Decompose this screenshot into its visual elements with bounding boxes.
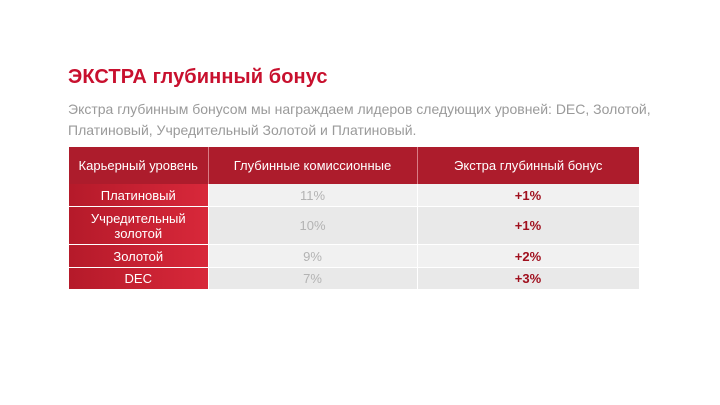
description-text: Экстра глубинным бонусом мы награждаем л…: [68, 101, 651, 138]
level-cell: Учредительный золотой: [69, 206, 209, 245]
table-row: Учредительный золотой 10% +1%: [69, 206, 640, 245]
level-cell: DEC: [69, 267, 209, 290]
table-header-row: Карьерный уровень Глубинные комиссионные…: [69, 147, 639, 184]
depth-commission-cell: 10%: [208, 206, 418, 245]
header-extra-bonus: Экстра глубинный бонус: [417, 147, 639, 184]
header-depth-commission: Глубинные комиссионные: [208, 147, 418, 184]
depth-commission-cell: 9%: [208, 244, 418, 268]
level-cell: Платиновый: [69, 184, 209, 207]
depth-commission-cell: 11%: [208, 184, 418, 207]
extra-bonus-cell: +1%: [417, 206, 640, 245]
header-career-level: Карьерный уровень: [69, 147, 209, 184]
table-row: Золотой 9% +2%: [69, 244, 640, 268]
table-row: DEC 7% +3%: [69, 267, 640, 290]
extra-bonus-cell: +3%: [417, 267, 640, 290]
page-title: ЭКСТРА глубинный бонус: [68, 66, 328, 88]
extra-bonus-cell: +2%: [417, 244, 640, 268]
depth-commission-cell: 7%: [208, 267, 418, 290]
level-cell: Золотой: [69, 244, 209, 268]
bonus-table: Карьерный уровень Глубинные комиссионные…: [69, 147, 640, 290]
table-row: Платиновый 11% +1%: [69, 184, 640, 207]
extra-bonus-cell: +1%: [417, 184, 640, 207]
